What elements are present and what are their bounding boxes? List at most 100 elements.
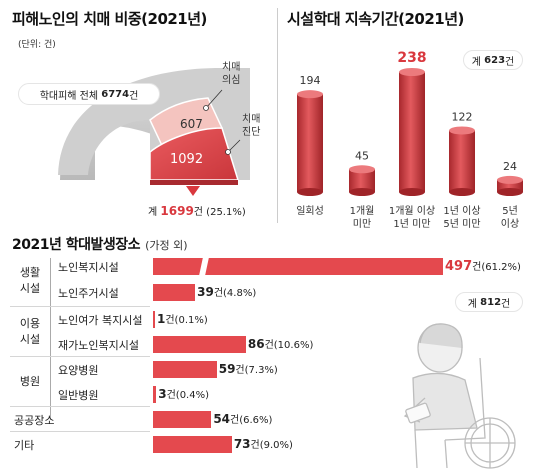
place-value-label: 73건(9.0%) — [233, 437, 293, 451]
duration-bar-cap — [449, 126, 475, 135]
duration-bar-cap — [297, 90, 323, 99]
seg-suspected-label-2: 의심 — [222, 75, 241, 86]
group-label-line: 이용 — [19, 317, 41, 331]
duration-bar — [297, 94, 323, 192]
place-row: 노인주거시설 39건(4.8%) — [0, 284, 540, 301]
group-label-line: 시설 — [19, 333, 41, 346]
duration-bar-base — [297, 188, 323, 196]
bottom-chart-title-suffix: (가정 외) — [145, 239, 188, 252]
place-value-label: 3건(0.4%) — [158, 387, 210, 401]
group-label-line: 시설 — [19, 281, 41, 295]
arc-pointer — [186, 186, 200, 196]
duration-value-label: 238 — [397, 50, 426, 66]
place-bar — [153, 436, 232, 453]
group-bracket — [50, 361, 54, 420]
duration-total-pill: 계 623 건 — [463, 50, 523, 70]
duration-bar — [349, 169, 375, 192]
dementia-sum-prefix: 계 — [148, 207, 158, 218]
duration-bar-cap — [399, 68, 425, 76]
place-row: 일반병원 3건(0.4%) — [0, 386, 540, 403]
group-divider — [10, 356, 150, 357]
place-bar — [153, 311, 155, 328]
place-value-label: 1건(0.1%) — [157, 312, 208, 326]
duration-bar-base — [399, 188, 425, 196]
place-bar — [153, 336, 246, 353]
duration-category-label: 1년 이상 — [443, 205, 480, 217]
duration-category-label: 5년 미만 — [443, 218, 480, 230]
elderly-wheelchair-illustration — [403, 323, 516, 469]
place-row: 요양병원 59건(7.3%) — [0, 361, 540, 378]
place-value-label: 39건(4.8%) — [197, 285, 257, 299]
duration-bar-base — [449, 188, 475, 196]
group-divider — [10, 306, 150, 307]
place-value-label: 86건(10.6%) — [247, 337, 314, 351]
place-category-label: 기타 — [14, 439, 35, 452]
divider — [277, 8, 278, 223]
seg-diagnosed-label-1: 치매 — [242, 114, 261, 125]
place-bar — [153, 386, 157, 403]
group-label-box: 병원 — [12, 361, 48, 403]
duration-category-label: 5년 — [502, 205, 518, 217]
duration-category-label: 1년 미만 — [393, 218, 430, 230]
place-category-label: 요양병원 — [58, 364, 99, 377]
duration-category-label: 미만 — [353, 218, 371, 230]
bottom-chart-title-wrap: 2021년 학대발생장소 (가정 외) — [12, 234, 188, 254]
place-row: 재가노인복지시설 86건(10.6%) — [0, 336, 540, 353]
arc-seg-diagnosed — [149, 127, 240, 181]
place-category-label: 노인주거시설 — [58, 287, 119, 300]
dementia-sum-suffix: 건 (25.1%) — [193, 207, 246, 218]
place-category-label: 노인여가 복지시설 — [58, 314, 143, 327]
place-bar — [153, 284, 196, 301]
place-total-value: 812 — [480, 296, 502, 308]
duration-value-label: 24 — [503, 160, 517, 173]
arc-seg-diagnosed-base — [150, 180, 238, 185]
dementia-sum: 계 1699건 (25.1%) — [148, 203, 246, 218]
duration-bar — [399, 72, 425, 192]
duration-total-suffix: 건 — [505, 56, 515, 68]
dementia-arc-chart — [58, 68, 250, 196]
place-value-label: 497건(61.2%) — [445, 259, 521, 274]
place-bar — [153, 258, 443, 275]
bottom-chart-title: 2021년 학대발생장소 — [12, 237, 141, 253]
place-row: 기타 73건(9.0%) — [0, 436, 540, 453]
dementia-sum-value: 1699 — [160, 204, 194, 218]
group-label-line: 생활 — [19, 265, 41, 279]
group-label-line: 병원 — [19, 375, 41, 389]
duration-bar-base — [497, 188, 523, 196]
total-abuse-suffix: 건 — [129, 90, 139, 102]
place-row: 노인복지시설 497건(61.2%) — [0, 256, 540, 277]
place-total-suffix: 건 — [501, 298, 511, 310]
duration-bar-cap — [349, 165, 375, 174]
seg-diagnosed-value: 1092 — [170, 152, 204, 167]
group-divider — [10, 406, 150, 407]
group-divider — [10, 431, 150, 432]
total-abuse-value: 6774 — [101, 88, 130, 100]
duration-category-label: 1개월 — [350, 205, 375, 217]
place-category-label: 공공장소 — [14, 414, 55, 427]
duration-total-prefix: 계 — [471, 56, 481, 68]
duration-category-label: 이상 — [501, 218, 519, 230]
place-row: 노인여가 복지시설 1건(0.1%) — [0, 311, 540, 328]
seg-diagnosed-label-2: 진단 — [242, 127, 261, 138]
duration-value-label: 45 — [355, 149, 369, 162]
duration-category-label: 1개월 이상 — [389, 205, 435, 217]
total-abuse-label: 학대피해 전체 — [39, 90, 99, 102]
group-bracket — [50, 258, 54, 320]
seg-suspected-value: 607 — [180, 117, 203, 131]
left-chart-title: 피해노인의 치매 비중(2021년) — [12, 10, 207, 28]
place-bar — [153, 411, 212, 428]
duration-bar-base — [349, 188, 375, 196]
duration-value-label: 122 — [452, 110, 473, 123]
group-bracket — [50, 311, 54, 370]
left-chart-unit: (단위: 건) — [18, 40, 56, 50]
place-category-label: 재가노인복지시설 — [58, 339, 139, 352]
right-chart-title: 시설학대 지속기간(2021년) — [287, 10, 464, 28]
place-value-label: 54건(6.6%) — [213, 412, 273, 426]
place-category-label: 노인복지시설 — [58, 261, 119, 274]
place-category-label: 일반병원 — [58, 389, 99, 402]
seg-suspected-label-1: 치매 — [222, 62, 241, 73]
place-value-label: 59건(7.3%) — [218, 362, 278, 376]
